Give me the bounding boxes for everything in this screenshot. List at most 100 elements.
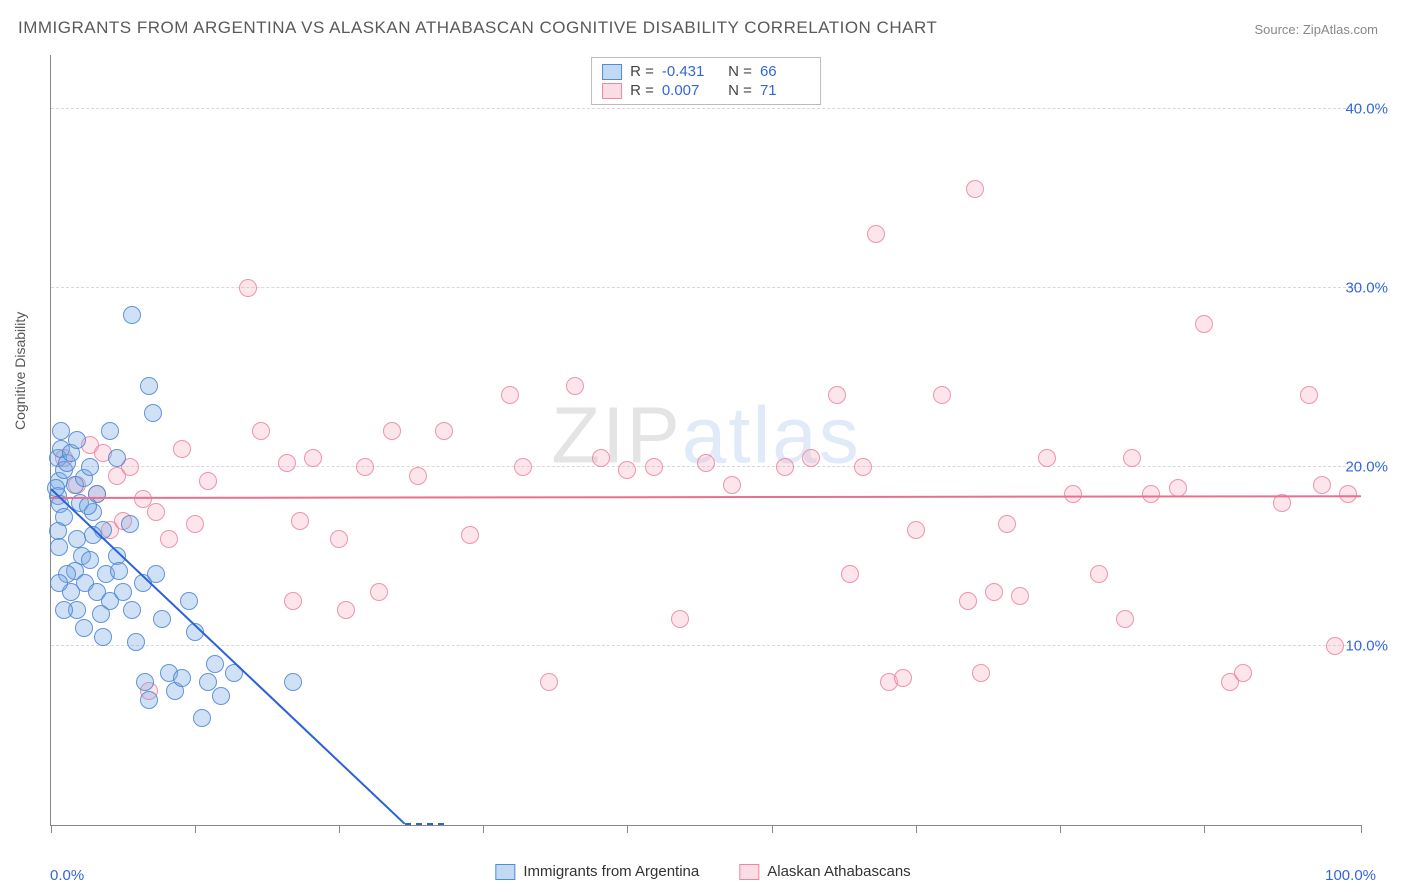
data-point bbox=[144, 404, 162, 422]
stat-n-label: N = bbox=[720, 82, 752, 99]
data-point bbox=[409, 467, 427, 485]
data-point bbox=[966, 180, 984, 198]
stat-r-label: R = bbox=[630, 82, 654, 99]
data-point bbox=[723, 476, 741, 494]
data-point bbox=[828, 386, 846, 404]
data-point bbox=[68, 431, 86, 449]
legend-swatch bbox=[602, 83, 622, 99]
stat-n-value: 71 bbox=[760, 82, 810, 99]
data-point bbox=[998, 515, 1016, 533]
legend-label: Alaskan Athabascans bbox=[767, 863, 910, 880]
data-point bbox=[671, 610, 689, 628]
data-point bbox=[1123, 449, 1141, 467]
data-point bbox=[1339, 485, 1357, 503]
plot-area: ZIPatlas R =-0.431 N =66R =0.007 N =71 bbox=[50, 55, 1361, 826]
data-point bbox=[94, 628, 112, 646]
stats-box: R = -0.431 N = 66 R = 0.007 N = 71 bbox=[591, 57, 821, 105]
data-point bbox=[1064, 485, 1082, 503]
data-point bbox=[79, 497, 97, 515]
x-tick bbox=[627, 825, 628, 833]
data-point bbox=[50, 538, 68, 556]
data-point bbox=[52, 422, 70, 440]
chart-title: IMMIGRANTS FROM ARGENTINA VS ALASKAN ATH… bbox=[18, 18, 937, 38]
data-point bbox=[252, 422, 270, 440]
x-tick bbox=[1060, 825, 1061, 833]
stat-r-label: R = bbox=[630, 63, 654, 80]
regression-line bbox=[50, 488, 405, 824]
data-point bbox=[1326, 637, 1344, 655]
data-point bbox=[110, 562, 128, 580]
data-point bbox=[1313, 476, 1331, 494]
x-tick-label: 0.0% bbox=[50, 867, 84, 884]
data-point bbox=[173, 440, 191, 458]
data-point bbox=[193, 709, 211, 727]
data-point bbox=[121, 515, 139, 533]
x-tick bbox=[1204, 825, 1205, 833]
data-point bbox=[985, 583, 1003, 601]
data-point bbox=[186, 515, 204, 533]
data-point bbox=[972, 664, 990, 682]
data-point bbox=[75, 619, 93, 637]
y-tick-label: 10.0% bbox=[1345, 637, 1388, 654]
legend-swatch bbox=[602, 64, 622, 80]
data-point bbox=[1116, 610, 1134, 628]
data-point bbox=[1142, 485, 1160, 503]
data-point bbox=[566, 377, 584, 395]
data-point bbox=[933, 386, 951, 404]
stat-r-value: 0.007 bbox=[662, 82, 712, 99]
data-point bbox=[114, 583, 132, 601]
data-point bbox=[330, 530, 348, 548]
y-axis-label: Cognitive Disability bbox=[12, 312, 28, 430]
x-tick bbox=[483, 825, 484, 833]
data-point bbox=[81, 551, 99, 569]
data-point bbox=[127, 633, 145, 651]
data-point bbox=[1038, 449, 1056, 467]
x-tick bbox=[195, 825, 196, 833]
data-point bbox=[278, 454, 296, 472]
stat-n-value: 66 bbox=[760, 63, 810, 80]
stat-r-value: -0.431 bbox=[662, 63, 712, 80]
data-point bbox=[136, 673, 154, 691]
data-point bbox=[123, 306, 141, 324]
data-point bbox=[383, 422, 401, 440]
x-tick bbox=[1361, 825, 1362, 833]
legend-item: Alaskan Athabascans bbox=[739, 863, 910, 880]
data-point bbox=[284, 673, 302, 691]
data-point bbox=[180, 592, 198, 610]
stats-row: R = -0.431 N = 66 bbox=[602, 62, 810, 81]
data-point bbox=[140, 691, 158, 709]
data-point bbox=[356, 458, 374, 476]
data-point bbox=[776, 458, 794, 476]
x-tick bbox=[772, 825, 773, 833]
data-point bbox=[206, 655, 224, 673]
source-label: Source: ZipAtlas.com bbox=[1254, 22, 1378, 37]
gridline bbox=[51, 108, 1361, 109]
data-point bbox=[618, 461, 636, 479]
data-point bbox=[199, 673, 217, 691]
data-point bbox=[147, 503, 165, 521]
stats-row: R = 0.007 N = 71 bbox=[602, 81, 810, 100]
data-point bbox=[212, 687, 230, 705]
stat-n-label: N = bbox=[720, 63, 752, 80]
data-point bbox=[153, 610, 171, 628]
data-point bbox=[199, 472, 217, 490]
data-point bbox=[697, 454, 715, 472]
data-point bbox=[370, 583, 388, 601]
data-point bbox=[291, 512, 309, 530]
data-point bbox=[1090, 565, 1108, 583]
data-point bbox=[123, 601, 141, 619]
data-point bbox=[55, 601, 73, 619]
data-point bbox=[284, 592, 302, 610]
data-point bbox=[461, 526, 479, 544]
legend-swatch bbox=[495, 864, 515, 880]
data-point bbox=[160, 530, 178, 548]
y-tick-label: 30.0% bbox=[1345, 279, 1388, 296]
data-point bbox=[540, 673, 558, 691]
data-point bbox=[802, 449, 820, 467]
data-point bbox=[1300, 386, 1318, 404]
data-point bbox=[81, 458, 99, 476]
data-point bbox=[50, 574, 68, 592]
regression-line-extrapolated bbox=[405, 823, 444, 825]
x-tick bbox=[51, 825, 52, 833]
data-point bbox=[1195, 315, 1213, 333]
